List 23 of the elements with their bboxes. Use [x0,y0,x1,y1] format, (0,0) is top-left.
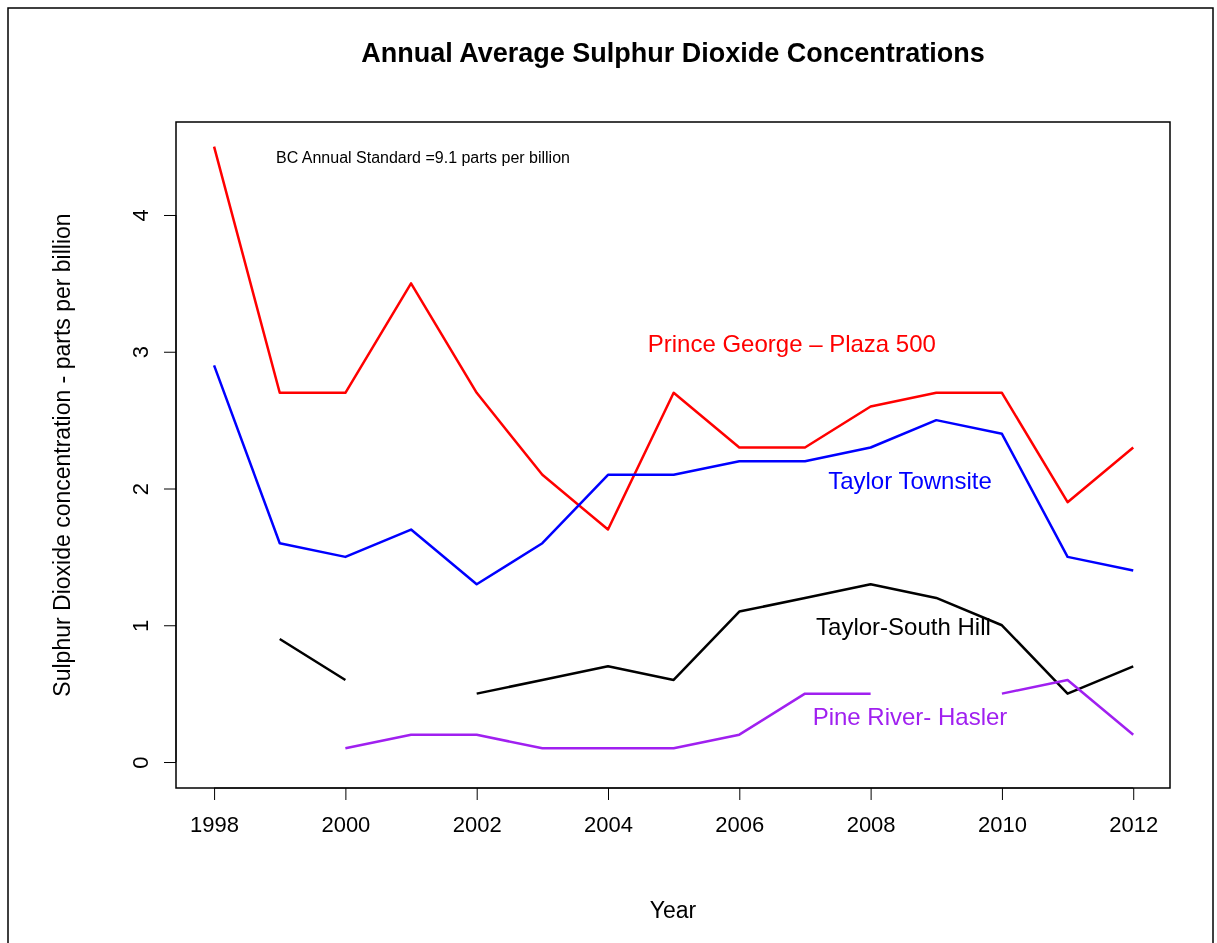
annotation: BC Annual Standard =9.1 parts per billion [276,149,570,166]
y-tick-label: 0 [127,756,153,769]
chart-title: Annual Average Sulphur Dioxide Concentrations [361,38,985,68]
x-axis-title: Year [649,897,697,923]
y-tick-label: 2 [127,482,153,496]
series-label: Pine River- Hasler [812,703,1008,731]
y-tick-label: 1 [127,619,153,632]
y-tick-label: 4 [127,209,153,222]
x-tick-label: 2008 [846,811,896,837]
x-tick-label: 2000 [321,811,371,837]
x-tick-label: 2006 [715,811,765,837]
x-tick-label: 2010 [977,811,1027,837]
y-tick-label: 3 [127,346,153,359]
series-label: Taylor-South Hill [816,612,991,640]
series-label: Taylor Townsite [828,466,992,494]
x-tick-label: 2002 [452,811,502,837]
y-axis-title: Sulphur Dioxide concentration - parts per billion [49,213,75,697]
line-series [212,364,1135,586]
x-tick-label: 1998 [190,811,240,837]
series-label: Prince George – Plaza 500 [647,329,936,357]
line-series [212,145,1135,531]
x-tick-label: 2012 [1109,811,1159,837]
x-tick-label: 2004 [584,811,633,837]
